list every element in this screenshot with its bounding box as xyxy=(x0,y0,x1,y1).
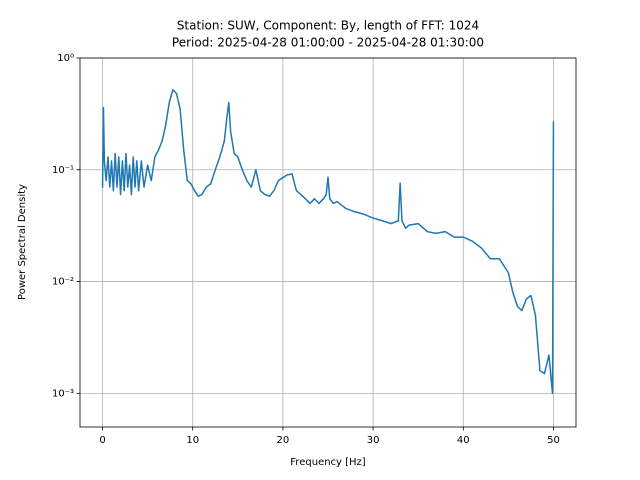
y-axis-label: Power Spectral Density xyxy=(17,184,28,300)
y-tick-label: 10⁻² xyxy=(52,277,74,288)
x-tick-label: 30 xyxy=(367,435,380,446)
x-tick-label: 50 xyxy=(547,435,560,446)
x-tick-label: 40 xyxy=(457,435,470,446)
y-tick-label: 10⁻³ xyxy=(52,388,74,399)
chart-title: Station: SUW, Component: By, length of F… xyxy=(177,19,479,33)
x-axis-label: Frequency [Hz] xyxy=(290,457,366,468)
data-line xyxy=(101,89,555,395)
plot-frame xyxy=(79,57,577,428)
x-tick-label: 20 xyxy=(277,435,290,446)
chart-title: Period: 2025-04-28 01:00:00 - 2025-04-28… xyxy=(172,36,484,50)
y-tick-label: 10⁰ xyxy=(57,53,74,64)
y-tick-label: 10⁻¹ xyxy=(52,165,74,176)
x-tick-label: 0 xyxy=(99,435,105,446)
x-tick-label: 10 xyxy=(186,435,199,446)
